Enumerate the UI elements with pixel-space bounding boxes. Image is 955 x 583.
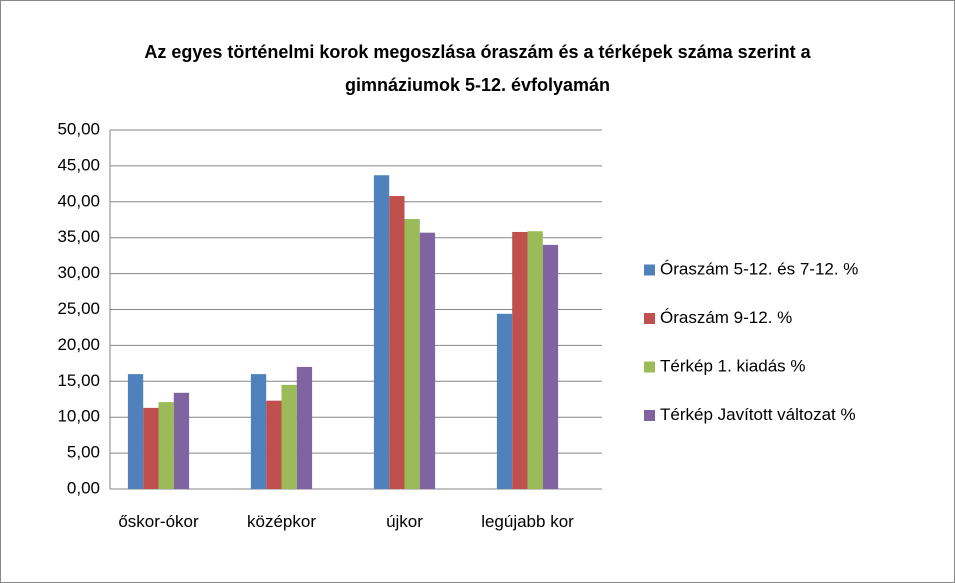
legend-label: Óraszám 5-12. és 7-12. %	[660, 259, 858, 278]
bar	[127, 374, 144, 489]
y-tick-label: 30,00	[57, 263, 100, 282]
y-tick-label: 15,00	[57, 371, 100, 390]
y-tick-label: 25,00	[57, 299, 100, 318]
legend-swatch	[644, 264, 655, 276]
bar	[419, 232, 436, 489]
legend-label: Térkép 1. kiadás %	[660, 356, 806, 375]
legend-swatch	[644, 313, 655, 324]
legend-label: Térkép Javított változat %	[660, 405, 856, 424]
legend-label: Óraszám 9-12. %	[660, 308, 792, 327]
x-tick-label: őskor-ókor	[118, 512, 199, 531]
bar	[296, 366, 313, 489]
bar	[512, 231, 528, 489]
y-tick-label: 10,00	[57, 407, 100, 426]
x-tick-label: újkor	[386, 512, 423, 531]
y-tick-label: 35,00	[57, 227, 100, 246]
chart-title: Az egyes történelmi korok megoszlása óra…	[144, 42, 811, 95]
x-tick-label: középkor	[247, 512, 316, 531]
y-tick-label: 50,00	[57, 119, 100, 138]
x-tick-label: legújabb kor	[481, 512, 574, 531]
bar	[373, 175, 390, 489]
bar	[389, 196, 405, 489]
y-tick-label: 5,00	[67, 443, 100, 462]
legend-swatch	[644, 410, 655, 421]
bar	[281, 384, 297, 489]
bar	[158, 402, 174, 489]
y-tick-label: 0,00	[67, 478, 100, 497]
bar	[143, 407, 159, 489]
y-tick-label: 40,00	[57, 191, 100, 210]
bar	[266, 400, 282, 489]
bar	[542, 244, 559, 489]
y-tick-label: 20,00	[57, 335, 100, 354]
bar	[404, 219, 420, 490]
legend-swatch	[644, 361, 655, 373]
y-tick-label: 45,00	[57, 155, 100, 174]
bar	[173, 392, 190, 489]
bar	[527, 231, 543, 489]
bar	[250, 374, 267, 489]
bar	[496, 313, 513, 489]
